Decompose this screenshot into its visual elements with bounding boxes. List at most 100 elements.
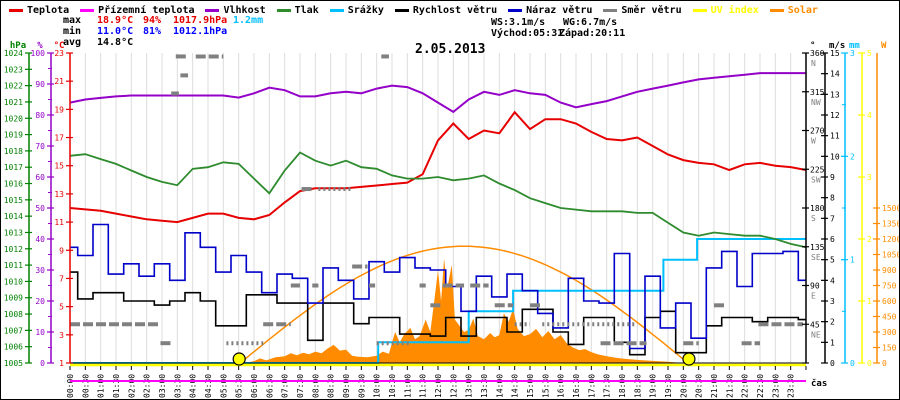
tick-label: N [811,59,816,68]
tick-label: NW [811,98,821,107]
tick-label: 1050 [882,251,900,260]
naraz-vetru-line-icon [508,9,523,12]
tick-label: 1018 [4,147,23,156]
time-label: 08:30 [327,374,336,398]
legend-item-prizemni-teplota: Přízemní teplota [80,5,194,16]
time-label: 21:30 [725,374,734,398]
max-temp-value: 18.9°C [97,15,134,26]
time-label: 08:00 [311,374,320,398]
time-label: 10:30 [388,374,397,398]
sunset-icon [682,352,696,366]
tick-label: 15 [54,162,64,171]
axis-header: % [37,41,43,51]
time-label: 05:00 [219,374,228,398]
tick-label: 9 [59,246,64,255]
wind-gust-max: WG:6.7m/s [563,17,618,28]
solar-clearsky-curve [239,245,689,364]
legend-label: Vlhkost [223,5,266,16]
time-label: 23:00 [771,374,780,398]
min-temp-value: 11.0°C [97,26,134,37]
time-label: 07:00 [281,374,290,398]
sunrise-time: Východ:05:31 [491,28,564,39]
legend-item-solar: Solar [769,5,818,16]
tick-label: 90 [35,80,45,89]
tick-label: 1009 [4,294,23,303]
sunset-time: Západ:20:11 [559,28,626,39]
min-label: min [63,26,82,37]
time-label: 15:00 [526,374,535,398]
tick-label: 0 [867,359,872,368]
time-label: 20:00 [679,374,688,398]
time-label: 11:00 [403,374,412,398]
tick-label: 1019 [4,131,23,140]
teplota-line-icon [9,9,23,12]
grid [69,53,807,363]
tick-label: 1017 [4,163,23,172]
tick-label: 11 [54,218,64,227]
tick-label: 180 [810,204,825,213]
time-label: 13:30 [480,374,489,398]
axis-pct: 0 10 20 30 40 50 60 70 80 90 100% [31,41,54,368]
tick-label: 20 [35,297,45,306]
avg-temp-value: 14.8°C [97,37,134,48]
legend-item-teplota: Teplota [9,5,69,16]
tick-label: 1022 [4,82,23,91]
rychlost-v-tru-series [70,271,806,356]
legend-label: Tlak [294,5,319,16]
tick-label: 150 [882,344,897,353]
time-label: 18:00 [618,374,627,398]
time-label: 11:30 [419,374,428,398]
time-label: 09:00 [342,374,351,398]
legend-item-tlak: Tlak [276,5,319,16]
time-label: 12:30 [449,374,458,398]
tick-label: 17 [54,134,64,143]
tick-label: 60 [35,173,45,182]
legend-item-smer-vetru: Směr větru [603,5,682,16]
rychlost-vetru-line-icon [394,9,409,12]
time-label: 23:30 [787,374,796,398]
tick-label: 80 [35,111,45,120]
time-label: 19:00 [649,374,658,398]
time-label: 02:00 [127,374,136,398]
time-label: 14:00 [495,374,504,398]
min-pressure-value: 1012.1hPa [173,26,228,37]
tick-label: 1007 [4,326,23,335]
tlak-series [69,151,807,249]
sunset-marker [682,352,696,366]
time-label: 16:00 [557,374,566,398]
legend-item-naraz-vetru: Náraz větru [508,5,592,16]
axis-header: mm [849,41,860,51]
tick-label: 15 [830,49,840,58]
tick-label: 2 [830,318,835,327]
axis-hPa: 1005 1006 1007 1008 1009 1010 1011 1012 1013 1014… [4,41,32,368]
tick-label: 90 [810,282,820,291]
legend-item-rychlost-vetru: Rychlost větru [394,5,497,16]
srazky-line-icon [329,9,344,12]
teplota-series [69,110,807,224]
tick-label: 70 [35,142,45,151]
legend-label: Náraz větru [526,5,593,16]
tick-label: 2 [867,235,872,244]
time-label: 07:30 [296,374,305,398]
tick-label: 1023 [4,65,23,74]
tick-label: 45 [810,320,820,329]
tick-label: 50 [35,204,45,213]
legend-label: Srážky [347,5,384,16]
vlhkost-line-icon [205,9,220,12]
n-raz-v-tru-series [70,223,806,350]
axis-header: ° [810,41,815,51]
time-label: 22:00 [741,374,750,398]
max-humidity-value: 94% [143,15,162,26]
tick-label: S [811,214,816,223]
tick-label: 10 [35,328,45,337]
tick-label: 1011 [4,261,23,270]
time-label: 03:00 [158,374,167,398]
time-label: 00:30 [81,374,90,398]
tick-label: 3 [59,331,64,340]
tick-label: 900 [882,266,897,275]
time-label: 06:30 [265,374,274,398]
time-label: 00:00 [66,374,75,398]
